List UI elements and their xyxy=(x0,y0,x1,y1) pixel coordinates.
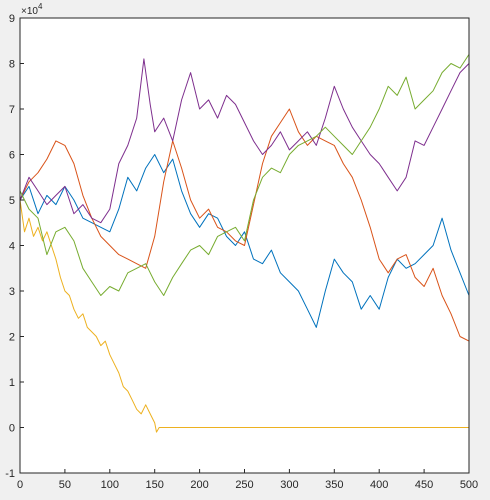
series-line-5 xyxy=(19,54,470,296)
x-tick-label: 500 xyxy=(460,479,478,491)
x-tick-label: 100 xyxy=(101,479,119,491)
x-tick-label: 150 xyxy=(146,479,164,491)
y-tick-label: 4 xyxy=(9,241,15,253)
x-tick-label: 400 xyxy=(370,479,388,491)
x-tick-label: 350 xyxy=(325,479,343,491)
tick-layer: 0 50 100 150 200 250 300 350 400 450 500-101234567… xyxy=(5,13,478,491)
x-tick-label: 250 xyxy=(235,479,253,491)
series-layer xyxy=(19,54,470,433)
y-tick-label: 1 xyxy=(9,377,15,389)
x-tick-label: 450 xyxy=(415,479,433,491)
y-tick-label: 8 xyxy=(9,59,15,71)
series-line-2 xyxy=(19,108,470,342)
y-tick-label: 7 xyxy=(9,104,15,116)
y-tick-label: 5 xyxy=(9,195,15,207)
y-tick-label: 2 xyxy=(9,332,15,344)
y-tick-label: 3 xyxy=(9,286,15,298)
x-tick-label: 300 xyxy=(280,479,298,491)
x-tick-label: 50 xyxy=(59,479,71,491)
series-line-4 xyxy=(19,58,470,224)
y-exponent-label: ×104 xyxy=(21,2,43,17)
y-tick-label: 6 xyxy=(9,150,15,162)
x-tick-label: 0 xyxy=(17,479,23,491)
y-exponent-power: 4 xyxy=(38,2,43,11)
series-line-3 xyxy=(19,199,469,433)
y-tick-label: 0 xyxy=(9,423,15,435)
x-tick-label: 200 xyxy=(190,479,208,491)
y-tick-label: -1 xyxy=(5,468,15,480)
y-tick-label: 9 xyxy=(9,13,15,25)
